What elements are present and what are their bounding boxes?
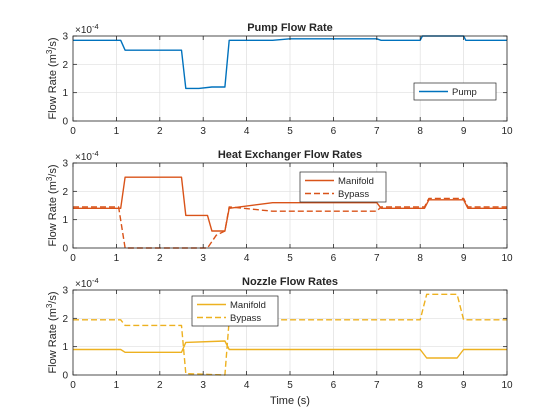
x-tick-label: 10 [501,253,513,264]
x-tick-label: 10 [501,126,513,137]
y-tick-label: 1 [62,215,68,226]
x-tick-label: 6 [331,380,337,391]
x-tick-label: 1 [114,380,120,391]
x-tick-label: 5 [287,380,293,391]
x-tick-label: 8 [417,126,423,137]
y-tick-label: 3 [62,32,68,43]
legend-label-manifold: Manifold [230,300,266,311]
legend-box [191,295,279,327]
y-tick-label: 1 [62,342,68,353]
x-tick-label: 2 [157,126,163,137]
legend-label-manifold: Manifold [338,176,374,187]
y-exponent-label: ×10-4 [75,22,99,36]
chart-title: Heat Exchanger Flow Rates [218,149,362,161]
legend: Manifold Bypass [191,295,279,327]
panel-3: 0 1 2 3 4 5 6 7 8 9 10 0 1 2 3 ×10-4 Nozzle Flow Rates Fl… [45,276,513,407]
y-tick-label: 0 [62,117,68,128]
x-tick-label: 8 [417,253,423,264]
x-tick-label: 0 [70,126,76,137]
y-tick-label: 0 [62,371,68,382]
x-tick-label: 9 [461,126,467,137]
legend-label-pump: Pump [452,87,477,98]
legend-box [299,171,387,203]
x-tick-label: 5 [287,253,293,264]
x-tick-label: 1 [114,253,120,264]
x-tick-label: 4 [244,380,250,391]
x-axis-label: Time (s) [270,395,310,407]
legend-label-bypass: Bypass [338,189,369,200]
legend-label-bypass: Bypass [230,313,261,324]
x-tick-label: 2 [157,380,163,391]
y-axis-label: Flow Rate (m3/s) [45,37,59,119]
x-tick-label: 3 [200,380,206,391]
x-tick-label: 5 [287,126,293,137]
y-tick-label: 0 [62,244,68,255]
panel-1: 0 1 2 3 4 5 6 7 8 9 10 0 1 2 3 ×10-4 Pump Flow Rate Flow … [45,22,513,137]
legend: Pump [413,82,497,101]
series-line-bypass [73,197,507,249]
y-tick-label: 3 [62,159,68,170]
x-tick-label: 0 [70,253,76,264]
x-tick-label: 9 [461,380,467,391]
x-tick-label: 7 [374,253,380,264]
y-tick-label: 3 [62,286,68,297]
x-tick-label: 6 [331,126,337,137]
x-tick-label: 3 [200,253,206,264]
y-tick-label: 2 [62,60,68,71]
chart-title: Nozzle Flow Rates [242,276,338,288]
legend-box [413,82,497,101]
x-tick-label: 4 [244,253,250,264]
legend: Manifold Bypass [299,171,387,203]
panel-2: 0 1 2 3 4 5 6 7 8 9 10 0 1 2 3 ×10-4 Heat Exchanger Flow… [45,149,513,264]
y-exponent-label: ×10-4 [75,276,99,290]
y-tick-label: 1 [62,88,68,99]
y-tick-label: 2 [62,187,68,198]
x-tick-label: 6 [331,253,337,264]
y-axis-label: Flow Rate (m3/s) [45,291,59,373]
x-tick-label: 7 [374,126,380,137]
x-tick-label: 0 [70,380,76,391]
series-line-bypass [73,293,507,376]
chart-title: Pump Flow Rate [247,22,333,34]
x-tick-label: 8 [417,380,423,391]
x-tick-label: 7 [374,380,380,391]
x-tick-label: 4 [244,126,250,137]
x-tick-label: 1 [114,126,120,137]
x-tick-label: 2 [157,253,163,264]
y-exponent-label: ×10-4 [75,149,99,163]
x-tick-label: 9 [461,253,467,264]
y-tick-label: 2 [62,314,68,325]
x-tick-label: 3 [200,126,206,137]
y-axis-label: Flow Rate (m3/s) [45,164,59,246]
x-tick-label: 10 [501,380,513,391]
